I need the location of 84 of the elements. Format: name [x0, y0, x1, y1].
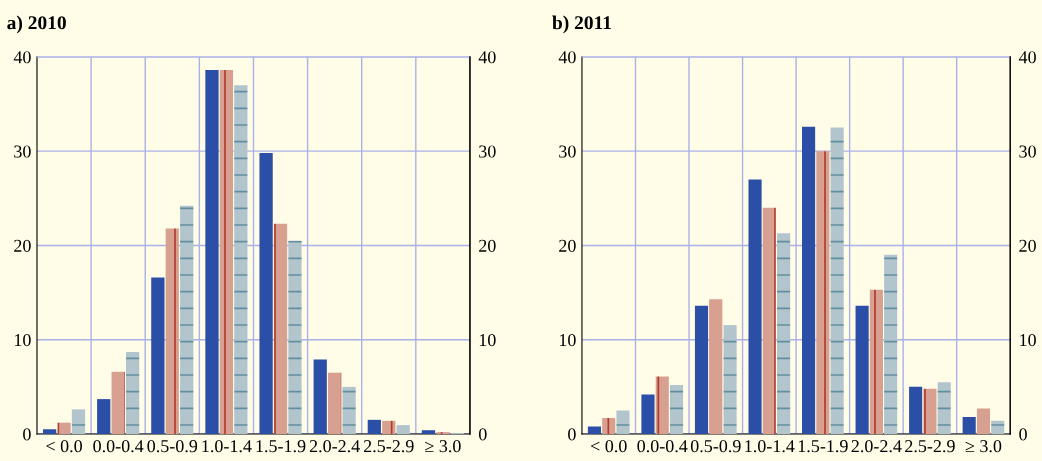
bar [288, 240, 302, 434]
bar [421, 430, 436, 434]
y2-tick-label: 0 [478, 428, 487, 441]
bar [259, 153, 273, 434]
x-tick-label: 2.0-2.4 [309, 440, 360, 453]
bar [655, 376, 669, 434]
bar [313, 359, 327, 434]
bar [669, 384, 684, 434]
y-tick-label: 30 [559, 145, 576, 158]
bar [396, 425, 410, 434]
bar [991, 420, 1005, 434]
bar [602, 417, 616, 434]
y2-tick-label: 20 [1019, 239, 1036, 252]
x-tick-label: 0.0-0.4 [637, 440, 688, 453]
bar [616, 410, 630, 434]
y2-tick-label: 10 [1020, 333, 1036, 347]
x-tick-label: 2.5-2.9 [363, 440, 414, 453]
y-tick-label: 0 [568, 428, 576, 441]
bar [165, 228, 179, 434]
bar [205, 70, 219, 434]
bar [869, 289, 883, 434]
bar [342, 386, 356, 434]
bar [748, 179, 762, 434]
x-tick-label: 0.0-0.4 [93, 440, 144, 453]
bar [762, 207, 776, 434]
bar [367, 419, 381, 434]
bar [71, 409, 86, 434]
x-tick-label: 1.5-1.9 [256, 440, 306, 453]
y2-tick-label: 40 [478, 51, 496, 64]
bar [855, 305, 869, 434]
bar [97, 399, 111, 434]
x-tick-label: < 0.0 [590, 440, 627, 453]
bar [909, 386, 923, 434]
y-tick-label: 10 [559, 333, 576, 347]
bar [180, 205, 194, 434]
bar [709, 299, 723, 434]
bar [937, 382, 951, 434]
chart-title: a) 2010 [7, 15, 66, 34]
x-tick-label: 1.5-1.9 [798, 440, 848, 453]
x-tick-label: 2.0-2.4 [851, 440, 902, 453]
y-tick-label: 40 [558, 51, 576, 64]
bar [830, 127, 844, 434]
bar [382, 420, 396, 434]
y-tick-label: 20 [559, 239, 576, 252]
y2-tick-label: 0 [1019, 428, 1027, 441]
y-tick-label: 10 [14, 333, 31, 347]
bar [976, 408, 991, 434]
bar [234, 85, 248, 434]
bar [694, 305, 709, 434]
bar [125, 351, 140, 434]
chart-title: b) 2011 [552, 15, 611, 34]
x-tick-label: < 0.0 [46, 440, 82, 453]
bar [816, 151, 830, 434]
y-tick-label: 40 [13, 51, 31, 64]
bar [884, 254, 898, 434]
x-tick-label: ≥ 3.0 [965, 440, 1002, 453]
bar [328, 372, 342, 434]
bar [641, 394, 655, 434]
bar [923, 388, 937, 434]
y-tick-label: 30 [14, 145, 31, 158]
x-tick-label: 0.5-0.9 [690, 440, 741, 453]
bar [57, 422, 71, 434]
bar [802, 126, 816, 434]
y2-tick-label: 10 [479, 333, 496, 347]
bar [273, 223, 288, 434]
x-tick-label: 0.5-0.9 [147, 440, 198, 453]
bar [587, 426, 602, 434]
bar [723, 325, 737, 434]
x-tick-label: 2.5-2.9 [905, 440, 955, 453]
bar [111, 371, 125, 434]
y2-tick-label: 30 [1019, 145, 1036, 158]
y2-tick-label: 20 [479, 239, 496, 252]
bar [151, 277, 165, 434]
y-tick-label: 20 [14, 239, 31, 252]
bar [42, 429, 57, 434]
y2-tick-label: 40 [1018, 51, 1036, 64]
x-tick-label: ≥ 3.0 [425, 440, 461, 453]
x-tick-label: 1.0-1.4 [202, 440, 252, 453]
bar [219, 70, 234, 434]
bar [962, 417, 976, 434]
y2-tick-label: 30 [479, 145, 496, 158]
y-tick-label: 0 [23, 428, 31, 441]
bar [777, 233, 791, 434]
x-tick-label: 1.0-1.4 [745, 440, 795, 453]
